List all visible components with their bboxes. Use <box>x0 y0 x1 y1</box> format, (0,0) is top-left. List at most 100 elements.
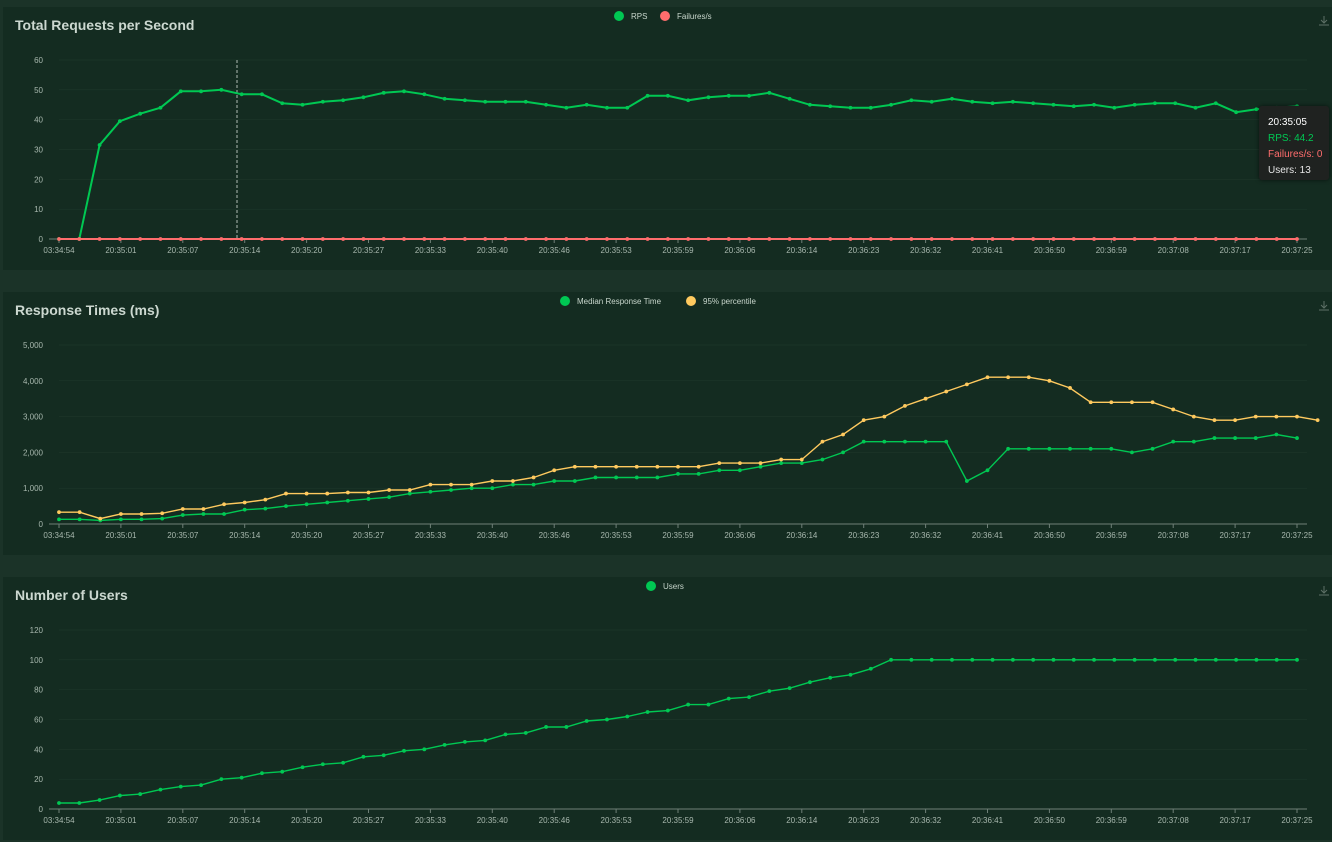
rps-panel: Total Requests per Second 0 10 20 30 40 50 60 0… <box>3 7 1332 270</box>
data-point <box>903 439 907 444</box>
download-icon[interactable] <box>1318 585 1330 597</box>
legend-marker[interactable] <box>646 581 656 591</box>
data-point <box>1047 446 1052 451</box>
data-point <box>1109 400 1114 405</box>
data-point <box>1295 657 1299 662</box>
data-point <box>178 89 183 94</box>
data-point <box>1233 418 1237 423</box>
data-point <box>1132 657 1137 662</box>
x-tick-label: 20:35:01 <box>105 246 137 255</box>
y-tick-label: 30 <box>34 146 43 155</box>
data-point <box>1274 432 1279 437</box>
data-point <box>1150 446 1155 451</box>
data-point <box>706 237 711 241</box>
data-point <box>1153 101 1157 106</box>
data-point <box>77 510 82 515</box>
data-point <box>1132 237 1137 241</box>
download-icon[interactable] <box>1318 15 1330 27</box>
x-tick-label: 20:35:20 <box>291 531 323 540</box>
data-point <box>138 237 143 241</box>
data-point <box>180 513 185 517</box>
data-point <box>422 92 427 97</box>
data-point <box>387 495 392 500</box>
data-point <box>1254 237 1259 241</box>
y-tick-label: 0 <box>39 520 44 529</box>
x-tick-label: 20:35:46 <box>539 531 571 540</box>
download-icon[interactable] <box>1318 300 1330 312</box>
x-tick-label: 20:35:14 <box>229 246 261 255</box>
data-point <box>593 464 598 469</box>
legend-marker[interactable] <box>686 296 696 306</box>
tooltip-users: Users: 13 <box>1268 165 1311 176</box>
y-tick-label: 5,000 <box>23 341 44 350</box>
data-point <box>706 702 711 707</box>
data-point <box>1153 237 1157 241</box>
data-point <box>490 479 495 483</box>
data-point <box>1026 446 1031 451</box>
legend-marker[interactable] <box>560 296 570 306</box>
data-point <box>199 237 203 241</box>
data-point <box>300 237 305 241</box>
data-point <box>944 389 949 394</box>
data-point <box>222 512 226 516</box>
data-point <box>1233 436 1237 440</box>
data-point <box>758 464 763 469</box>
data-point <box>808 680 812 685</box>
data-point <box>345 498 350 503</box>
legend-label[interactable]: Failures/s <box>677 12 712 21</box>
data-point <box>625 237 630 241</box>
data-point <box>1010 237 1015 241</box>
data-point <box>180 507 185 511</box>
data-point <box>758 461 763 466</box>
data-point <box>970 657 975 662</box>
data-point <box>779 457 784 462</box>
data-point <box>325 500 330 505</box>
legend-label[interactable]: Median Response Time <box>577 297 662 306</box>
legend-marker[interactable] <box>614 11 624 21</box>
data-point <box>614 475 618 480</box>
data-point <box>57 517 61 522</box>
data-point <box>119 512 123 516</box>
response-times-panel: Response Times (ms) 0 1,000 2,000 3,000 4,00… <box>3 292 1332 555</box>
data-point <box>1274 237 1279 241</box>
data-point <box>160 511 165 516</box>
y-tick-label: 2,000 <box>23 448 44 457</box>
legend-label[interactable]: RPS <box>631 12 647 21</box>
data-point <box>77 517 82 522</box>
chart-svg: 0 1,000 2,000 3,000 4,000 5,000 03:34:54 20:35:… <box>23 296 1320 540</box>
data-point <box>531 475 536 480</box>
data-point <box>929 657 934 662</box>
data-point <box>990 237 995 241</box>
data-point <box>676 464 680 469</box>
tooltip-failures: Failures/s: 0 <box>1268 149 1323 160</box>
x-tick-label: 20:37:17 <box>1220 246 1252 255</box>
data-point <box>929 237 934 241</box>
data-point <box>361 95 366 100</box>
data-point <box>1068 386 1072 390</box>
data-point <box>686 702 691 707</box>
data-point <box>1193 237 1198 241</box>
x-tick-label: 20:36:50 <box>1034 246 1066 255</box>
data-point <box>634 464 639 469</box>
data-point <box>889 102 893 107</box>
legend-label[interactable]: 95% percentile <box>703 297 756 306</box>
data-point <box>97 798 102 802</box>
data-point <box>909 657 914 662</box>
x-tick-label: 20:35:40 <box>477 816 509 825</box>
data-point <box>523 237 528 241</box>
x-tick-label: 20:36:06 <box>724 816 756 825</box>
data-point <box>923 439 928 444</box>
data-point <box>1051 657 1056 662</box>
data-point <box>239 92 244 97</box>
data-point <box>655 475 660 480</box>
data-point <box>1071 237 1076 241</box>
y-tick-label: 60 <box>34 56 43 65</box>
data-point <box>1071 657 1076 662</box>
y-tick-label: 60 <box>34 716 43 725</box>
y-tick-label: 4,000 <box>23 377 44 386</box>
legend-marker[interactable] <box>660 11 670 21</box>
legend-label[interactable]: Users <box>663 582 684 591</box>
data-point <box>882 414 887 419</box>
data-point <box>1031 101 1036 106</box>
data-point <box>239 237 244 241</box>
